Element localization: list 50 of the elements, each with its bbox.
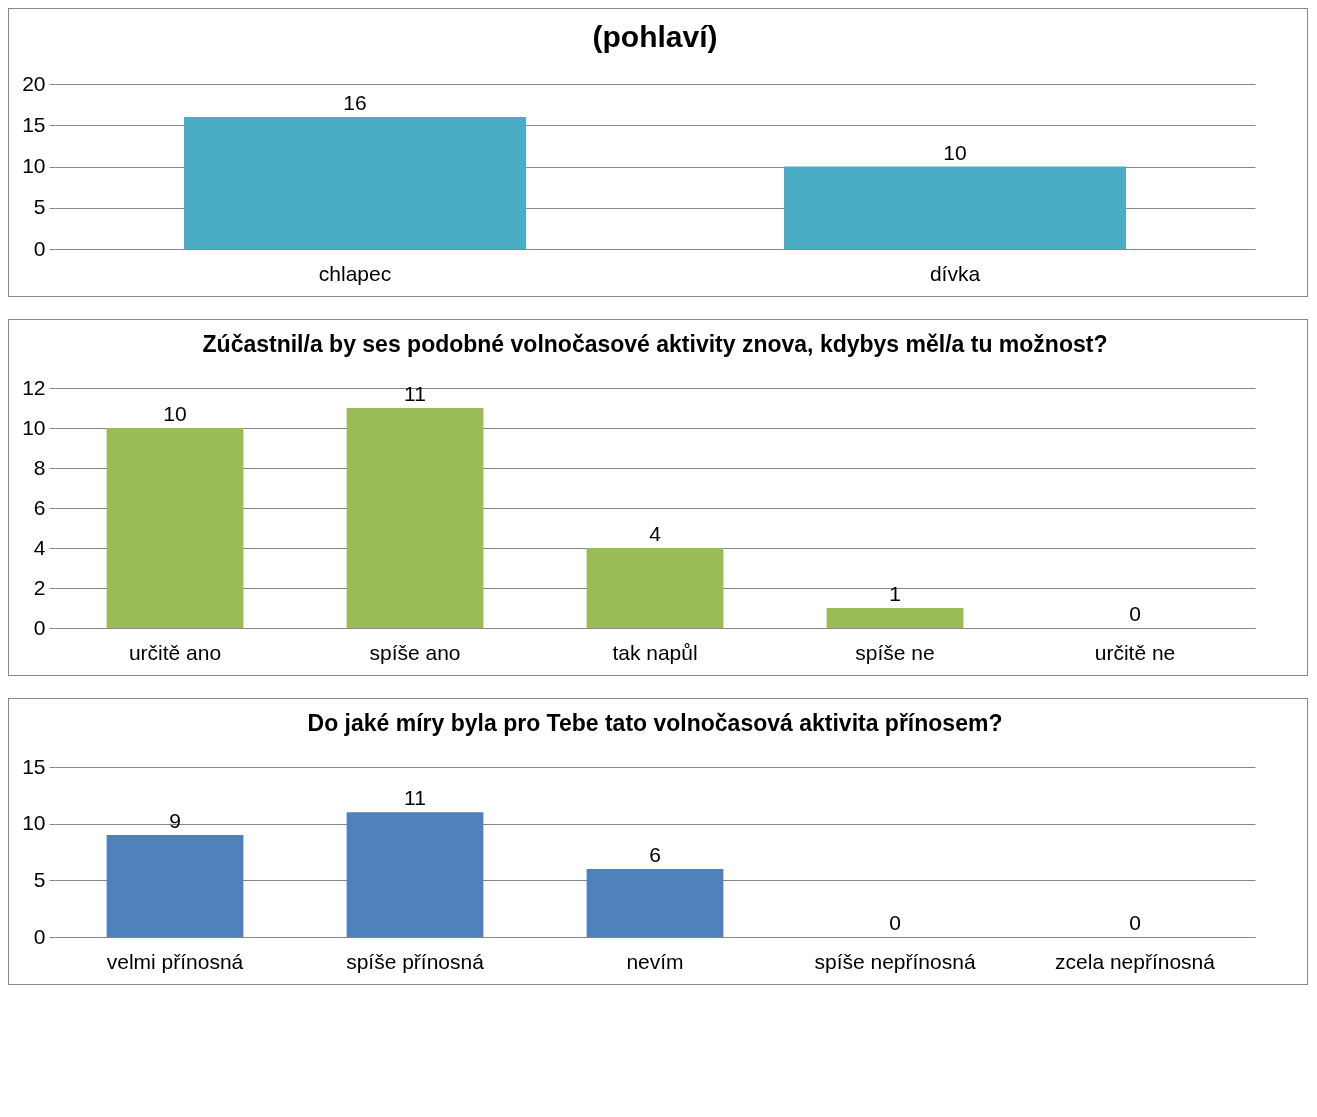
- y-tick-label: 2: [33, 575, 46, 599]
- y-tick-label: 12: [22, 375, 46, 399]
- x-tick-label: spíše ne: [855, 640, 935, 664]
- bar: [346, 812, 484, 937]
- y-tick-label: 6: [33, 495, 46, 519]
- bar: [106, 835, 244, 937]
- x-tick-label: spíše ano: [369, 640, 461, 664]
- chart-title: Zúčastnil/a by ses podobné volnočasové aktivity znova, kdybys měl/a tu možnost?: [202, 331, 1108, 357]
- x-tick-label: velmi přínosná: [106, 949, 244, 973]
- x-tick-label: dívka: [929, 261, 981, 285]
- y-tick-label: 10: [22, 154, 46, 177]
- chart-title: (pohlaví): [592, 20, 718, 53]
- data-label: 11: [404, 786, 426, 810]
- y-tick-label: 5: [33, 867, 46, 891]
- data-label: 16: [343, 91, 367, 114]
- x-tick-label: spíše přínosná: [346, 949, 485, 973]
- x-tick-label: zcela nepřínosná: [1055, 949, 1216, 973]
- x-tick-label: spíše nepřínosná: [814, 949, 976, 973]
- y-tick-label: 0: [33, 615, 46, 639]
- y-tick-label: 8: [33, 455, 46, 479]
- y-tick-label: 0: [33, 924, 46, 948]
- bar: [346, 408, 484, 628]
- bar: [106, 428, 244, 628]
- data-label: 4: [649, 522, 662, 545]
- x-tick-label: nevím: [626, 949, 684, 973]
- bar: [826, 608, 964, 628]
- data-label: 0: [889, 911, 901, 934]
- data-label: 1: [889, 582, 901, 605]
- y-tick-label: 0: [33, 236, 46, 260]
- y-tick-label: 20: [22, 71, 46, 95]
- bar: [586, 548, 724, 628]
- y-tick-label: 10: [22, 811, 46, 835]
- y-tick-label: 10: [22, 415, 46, 439]
- bar: [586, 869, 724, 937]
- data-label: 10: [163, 402, 187, 425]
- chart-title: Do jaké míry byla pro Tebe tato volnočasová aktivita přínosem?: [307, 710, 1003, 736]
- data-label: 10: [943, 140, 967, 164]
- data-label: 6: [649, 843, 661, 866]
- x-tick-label: určitě ano: [128, 640, 222, 664]
- x-tick-label: určitě ne: [1094, 640, 1176, 664]
- y-tick-label: 4: [33, 535, 46, 559]
- data-label: 9: [169, 809, 181, 832]
- x-tick-label: chlapec: [318, 261, 392, 285]
- y-tick-label: 5: [33, 195, 46, 219]
- x-tick-label: tak napůl: [612, 640, 698, 664]
- data-label: 0: [1129, 602, 1141, 625]
- data-label: 11: [404, 382, 426, 405]
- data-label: 0: [1129, 911, 1141, 934]
- y-tick-label: 15: [22, 754, 46, 778]
- y-tick-label: 15: [22, 112, 46, 136]
